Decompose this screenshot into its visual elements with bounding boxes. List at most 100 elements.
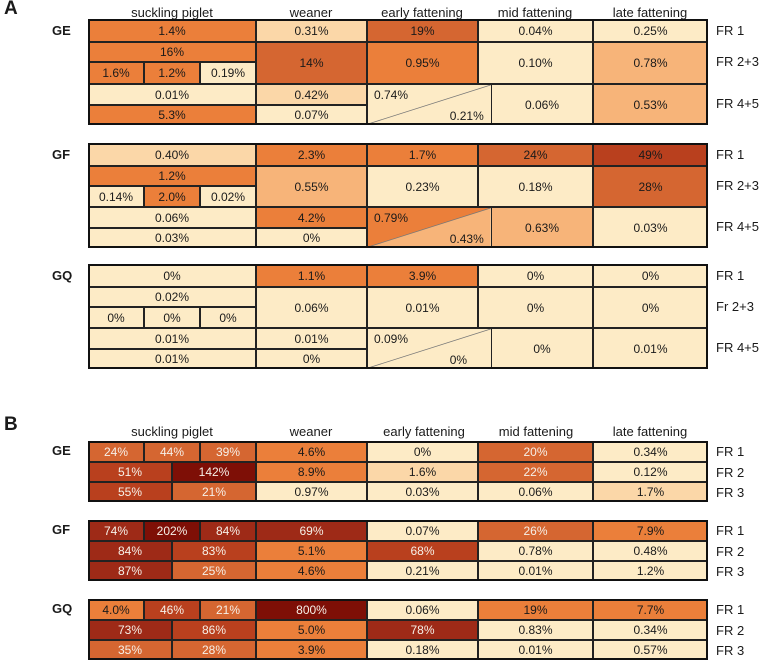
table-cell: 0.55% [256, 166, 367, 207]
table-cell: 7.7% [593, 599, 708, 620]
diagonal-upper-value: 0.74% [374, 88, 409, 102]
table-cell: 1.2% [144, 62, 200, 84]
table-cell: 0% [200, 307, 256, 328]
column-header: late fattening [612, 5, 688, 20]
table-cell: 84% [88, 541, 172, 561]
table-cell: 28% [593, 166, 708, 207]
table-cell: 5.3% [88, 105, 256, 125]
table-cell: 68% [367, 541, 478, 561]
table-cell: 0.63% [491, 207, 593, 248]
table-cell: 1.2% [593, 561, 708, 581]
table-cell: 0.95% [367, 42, 478, 84]
table-cell: 0.01% [367, 287, 478, 328]
table-cell: 21% [200, 599, 256, 620]
table-cell: 1.6% [367, 462, 478, 482]
table-cell: 0.01% [88, 328, 256, 349]
table-cell: 78% [367, 620, 478, 640]
group-title: GF [52, 522, 71, 537]
group-title: GF [52, 147, 71, 162]
table-cell: 0.34% [593, 441, 708, 462]
table-cell: 28% [172, 640, 256, 660]
table-cell: 26% [478, 520, 593, 541]
row-label: FR 1 [716, 268, 745, 283]
column-header: suckling piglet [131, 5, 213, 20]
table-cell: 4.2% [256, 207, 367, 228]
row-label: FR 2+3 [716, 178, 759, 193]
column-header: weaner [289, 424, 333, 439]
table-cell: 0.06% [491, 84, 593, 125]
table-cell: 0.34% [593, 620, 708, 640]
table-cell: 0.42% [256, 84, 367, 105]
group-title: GE [52, 443, 71, 458]
table-cell: 1.7% [367, 143, 478, 166]
diagonal-lower-value: 0.43% [449, 232, 484, 246]
table-cell: 142% [172, 462, 256, 482]
table-cell: 0.78% [593, 42, 708, 84]
table-cell: 0.19% [200, 62, 256, 84]
table-cell: 39% [200, 441, 256, 462]
table-cell: 0.03% [367, 482, 478, 502]
table-cell: 0.01% [593, 328, 708, 369]
diagonal-lower-value: 0% [449, 353, 468, 367]
table-cell: 14% [256, 42, 367, 84]
row-label: FR 3 [716, 564, 745, 579]
table-cell: 73% [88, 620, 172, 640]
table-cell: 800% [256, 599, 367, 620]
table-cell: 202% [144, 520, 200, 541]
row-label: FR 2 [716, 623, 745, 638]
row-label: FR 1 [716, 444, 745, 459]
table-cell: 1.2% [88, 166, 256, 186]
table-cell: 0.31% [256, 19, 367, 42]
table-cell: 0.97% [256, 482, 367, 502]
column-header: early fattening [381, 5, 463, 20]
table-cell: 7.9% [593, 520, 708, 541]
column-header: mid fattening [498, 424, 574, 439]
table-cell: 0% [478, 264, 593, 287]
table-cell: 0.07% [367, 520, 478, 541]
table-cell: 0% [478, 287, 593, 328]
table-cell: 1.7% [593, 482, 708, 502]
table-cell: 0% [593, 287, 708, 328]
table-cell: 2.0% [144, 186, 200, 207]
table-cell: 0.01% [256, 328, 367, 349]
row-label: FR 4+5 [716, 219, 759, 234]
table-cell: 0.21% [367, 561, 478, 581]
panel-letter: B [4, 414, 18, 435]
table-cell: 21% [172, 482, 256, 502]
group-title: GE [52, 23, 71, 38]
table-cell: 0.53% [593, 84, 708, 125]
table-cell: 51% [88, 462, 172, 482]
diagonal-upper-value: 0.09% [374, 332, 409, 346]
row-label: FR 1 [716, 602, 745, 617]
table-cell: 0% [256, 228, 367, 248]
table-cell: 0% [256, 349, 367, 369]
table-cell: 0.23% [367, 166, 478, 207]
table-cell: 44% [144, 441, 200, 462]
row-label: FR 3 [716, 643, 745, 658]
table-cell: 24% [88, 441, 144, 462]
table-cell: 19% [367, 19, 478, 42]
table-cell: 0.57% [593, 640, 708, 660]
row-label: FR 1 [716, 23, 745, 38]
table-cell: 0.18% [478, 166, 593, 207]
table-cell: 0.40% [88, 143, 256, 166]
table-cell: 19% [478, 599, 593, 620]
table-cell: 0.83% [478, 620, 593, 640]
table-cell: 87% [88, 561, 172, 581]
table-cell: 0.02% [88, 287, 256, 307]
table-cell: 5.1% [256, 541, 367, 561]
table-cell: 0.10% [478, 42, 593, 84]
row-label: FR 2+3 [716, 54, 759, 69]
row-label: Fr 2+3 [716, 299, 754, 314]
table-cell: 0.06% [88, 207, 256, 228]
table-cell: 5.0% [256, 620, 367, 640]
row-label: FR 2 [716, 465, 745, 480]
table-cell: 0.01% [88, 84, 256, 105]
table-cell: 8.9% [256, 462, 367, 482]
table-cell: 4.0% [88, 599, 144, 620]
row-label: FR 1 [716, 523, 745, 538]
table-cell: 0% [491, 328, 593, 369]
table-cell: 0% [144, 307, 200, 328]
table-cell: 16% [88, 42, 256, 62]
table-cell: 35% [88, 640, 172, 660]
